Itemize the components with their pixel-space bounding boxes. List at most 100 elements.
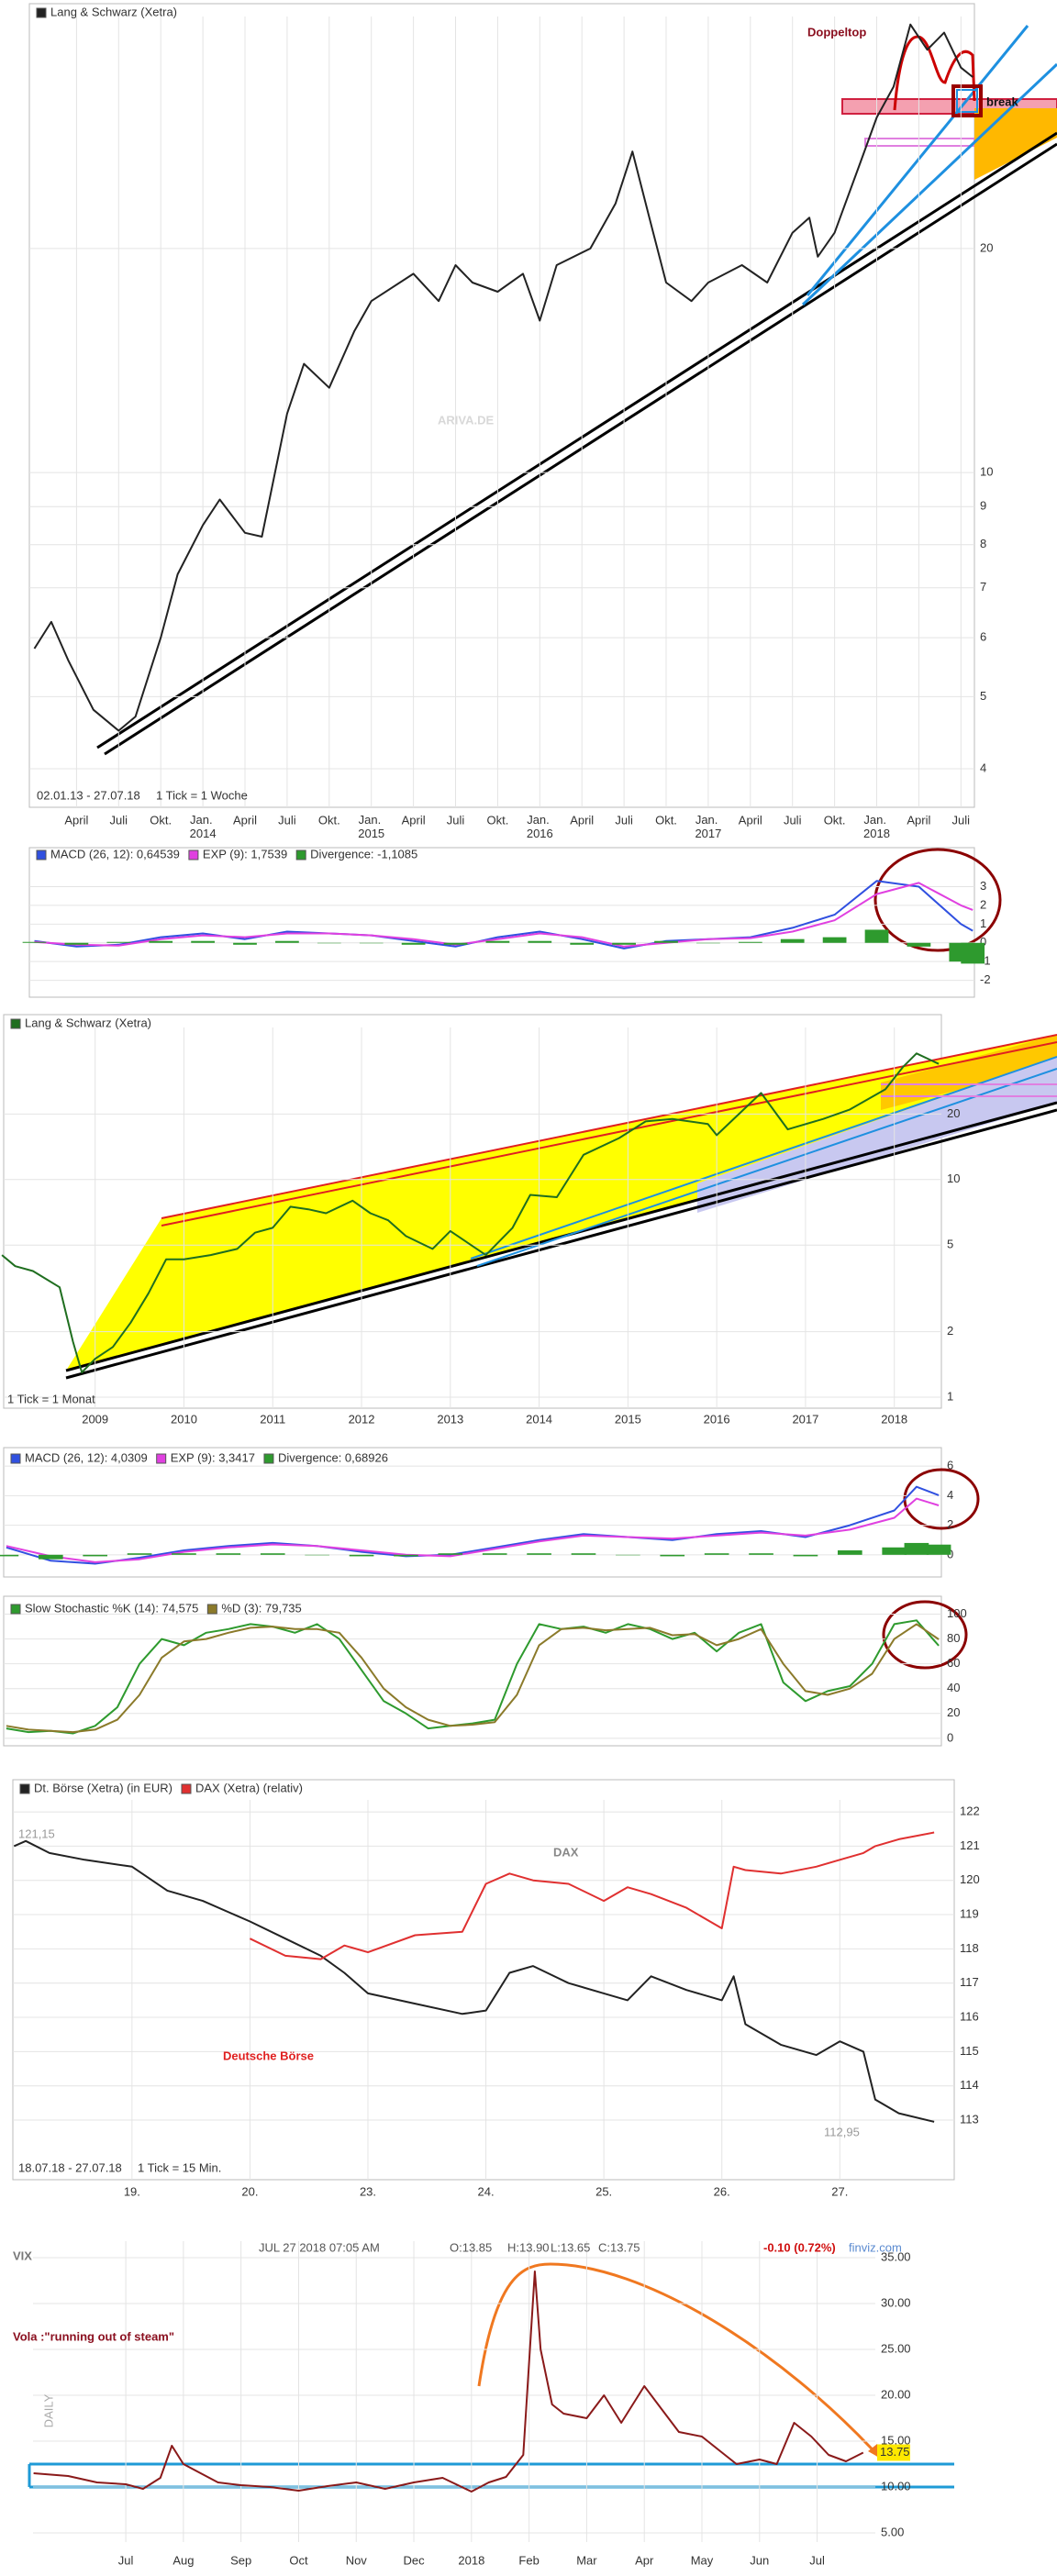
x-tick-label-line: Jan. [695,813,721,827]
x-tick-label: April [907,813,930,827]
y-tick-label: 6 [947,1459,953,1472]
x-tick-label: 23. [360,2184,376,2198]
histogram-bar [793,1554,818,1557]
y-tick-label: 4 [980,761,986,774]
x-tick-label: Okt. [655,813,677,827]
highlight-circle [873,848,1002,952]
histogram-bar [822,937,847,943]
y-tick-label: 0 [980,935,986,949]
y-tick-label: 3 [980,879,986,893]
channel-line [476,1068,1057,1267]
x-tick-label: May [691,2553,714,2567]
legend-swatch [36,7,47,18]
y-tick-label: -2 [980,972,991,986]
histogram-bar [317,942,341,944]
histogram-bar [527,1553,551,1555]
histogram-bar [233,942,257,945]
x-tick-label: 26. [714,2184,730,2198]
x-tick-label: April [739,813,762,827]
trend-line [806,25,1029,296]
legend-swatch [263,1453,274,1464]
x-tick-label: Okt. [486,813,508,827]
channel-line [161,1034,1057,1219]
highlight-circle [882,1600,968,1670]
histogram-bar [616,1554,640,1556]
y-tick-label: 120 [960,1872,980,1886]
change: -0.10 (0.72%) [763,2240,836,2254]
x-tick-label: 2011 [260,1412,285,1426]
footnote: 1 Tick = 15 Min. [138,2160,221,2174]
annotation: 112,95 [824,2125,860,2138]
histogram-bar [654,940,678,943]
x-tick-label-line: 2015 [358,827,384,840]
x-tick-label: 2014 [526,1412,552,1426]
panel-frame [3,1595,942,1747]
y-tick-label: 35.00 [881,2249,911,2263]
x-tick-label: Mar [576,2553,597,2567]
x-tick-label: Jul [809,2553,825,2567]
x-tick-label: Juli [952,813,971,827]
x-tick-label-line: 2014 [190,827,217,840]
annotation: 121,15 [18,1827,55,1840]
histogram-bar [660,1554,685,1557]
y-tick-label: 122 [960,1804,980,1818]
legend-label: Lang & Schwarz (Xetra) [25,1016,151,1029]
x-tick-label: Jan. 2015 [358,813,384,840]
y-tick-label: 121 [960,1838,980,1852]
x-tick-label-line: 2016 [527,827,553,840]
y-tick-label: 1 [980,916,986,930]
histogram-bar [570,942,595,945]
histogram-bar [749,1553,773,1555]
y-tick-label: 6 [980,630,986,644]
x-tick-label: Jan. 2014 [190,813,217,840]
legend-label: Slow Stochastic %K (14): 74,575 [25,1601,198,1615]
y-tick-label: 4 [947,1488,953,1502]
price-line [34,880,974,949]
ohlc: C:13.75 [598,2240,640,2254]
x-tick-label: 2015 [615,1412,641,1426]
x-tick-label: 2012 [349,1412,375,1426]
histogram-bar [127,1553,152,1555]
footnote: 18.07.18 - 27.07.18 [18,2160,122,2174]
price-line [6,1497,940,1563]
x-tick-label: Aug [172,2553,194,2567]
histogram-bar [359,942,384,944]
x-tick-label: 20. [241,2184,258,2198]
y-tick-label: 7 [980,580,986,594]
x-tick-label: April [64,813,88,827]
trend-line [104,142,1057,756]
annotation: Deutsche Börse [223,2049,314,2062]
histogram-bar [571,1553,596,1555]
histogram-bar [0,1554,19,1557]
legend-swatch [10,1604,21,1615]
y-tick-label: 8 [980,537,986,550]
price-line [249,1831,935,1960]
histogram-bar [961,942,985,964]
y-tick-label: 20 [947,1106,960,1120]
histogram-bar [482,1553,507,1555]
x-tick-label: Dec [403,2553,425,2567]
histogram-bar [191,940,215,943]
y-tick-label: 114 [960,2078,979,2092]
legend-label: Lang & Schwarz (Xetra) [50,5,177,18]
histogram-bar [275,940,299,943]
histogram-bar [904,1542,929,1555]
histogram-bar [738,941,762,943]
x-tick-label-line: Jan. [863,813,889,827]
legend-label: Dt. Börse (Xetra) (in EUR) [34,1781,172,1794]
y-tick-label: -1 [980,954,991,968]
histogram-bar [443,942,468,945]
legend-label: MACD (26, 12): 4,0309 [25,1450,148,1464]
chart-title: VIX [13,2248,32,2262]
x-tick-label: Okt. [150,813,172,827]
x-tick-label: 2018 [881,1412,907,1426]
x-tick-label: Oct [289,2553,308,2567]
x-tick-label-line: Jan. [190,813,216,827]
histogram-bar [704,1553,729,1555]
price-line [13,1839,935,2123]
legend-swatch [188,849,199,861]
annotation: Vola :"running out of steam" [13,2329,174,2343]
x-tick-label: Jan. 2018 [863,813,890,840]
x-tick-label-line: Jan. [359,813,384,827]
